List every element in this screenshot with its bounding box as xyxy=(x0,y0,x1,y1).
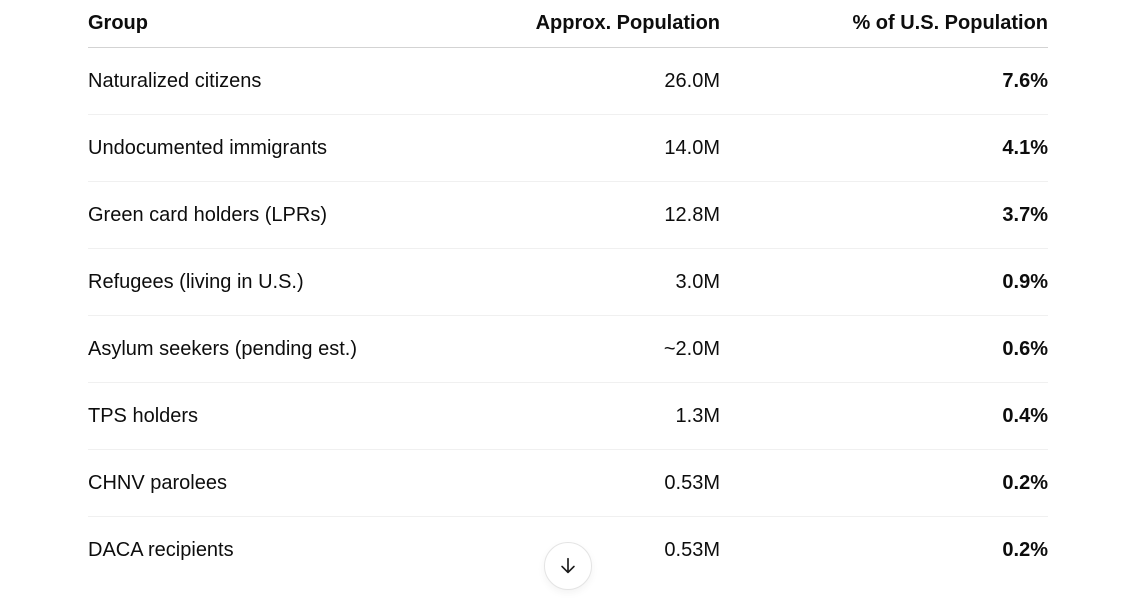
cell-approx-population: 14.0M xyxy=(472,114,720,182)
table-row: CHNV parolees 0.53M 0.2% xyxy=(88,449,1048,517)
cell-approx-population: 3.0M xyxy=(472,248,720,316)
cell-approx-population: 12.8M xyxy=(472,181,720,249)
cell-percent-us-population: 7.6% xyxy=(720,47,1048,115)
cell-group: Naturalized citizens xyxy=(88,47,472,115)
cell-approx-population: 26.0M xyxy=(472,47,720,115)
column-header-approx-population: Approx. Population xyxy=(472,0,720,48)
cell-percent-us-population: 0.6% xyxy=(720,315,1048,383)
table-row: Green card holders (LPRs) 12.8M 3.7% xyxy=(88,181,1048,249)
cell-group: CHNV parolees xyxy=(88,449,472,517)
cell-group: Green card holders (LPRs) xyxy=(88,181,472,249)
cell-approx-population: ~2.0M xyxy=(472,315,720,383)
table-row: TPS holders 1.3M 0.4% xyxy=(88,382,1048,450)
cell-group: DACA recipients xyxy=(88,539,234,561)
cell-approx-population: 1.3M xyxy=(472,382,720,450)
cell-approx-population: 0.53M xyxy=(472,449,720,517)
cell-group: Undocumented immigrants xyxy=(88,114,472,182)
cell-percent-us-population: 0.2% xyxy=(720,449,1048,517)
table-row: Refugees (living in U.S.) 3.0M 0.9% xyxy=(88,248,1048,316)
cell-percent-us-population: 4.1% xyxy=(720,114,1048,182)
column-header-percent-us-population: % of U.S. Population xyxy=(720,0,1048,48)
population-table-container: Group Approx. Population % of U.S. Popul… xyxy=(88,0,1048,583)
cell-group: Asylum seekers (pending est.) xyxy=(88,315,472,383)
table-row: DACA recipients 0.53M 0.2% xyxy=(88,517,1048,584)
cell-percent-us-population: 0.4% xyxy=(720,382,1048,450)
column-header-group: Group xyxy=(88,0,472,48)
cell-group: Refugees (living in U.S.) xyxy=(88,248,472,316)
table-row: Naturalized citizens 26.0M 7.6% xyxy=(88,47,1048,115)
cell-percent-us-population: 0.9% xyxy=(720,248,1048,316)
scroll-to-bottom-button[interactable] xyxy=(544,542,592,590)
table-row: Asylum seekers (pending est.) ~2.0M 0.6% xyxy=(88,315,1048,383)
table-row: Undocumented immigrants 14.0M 4.1% xyxy=(88,114,1048,182)
population-table: Group Approx. Population % of U.S. Popul… xyxy=(88,0,1048,583)
cell-group: TPS holders xyxy=(88,382,472,450)
cell-approx-population: 0.53M xyxy=(664,539,720,561)
cell-percent-us-population: 0.2% xyxy=(1002,539,1048,561)
arrow-down-icon xyxy=(561,557,575,574)
table-header-row: Group Approx. Population % of U.S. Popul… xyxy=(88,0,1048,48)
cell-percent-us-population: 3.7% xyxy=(720,181,1048,249)
